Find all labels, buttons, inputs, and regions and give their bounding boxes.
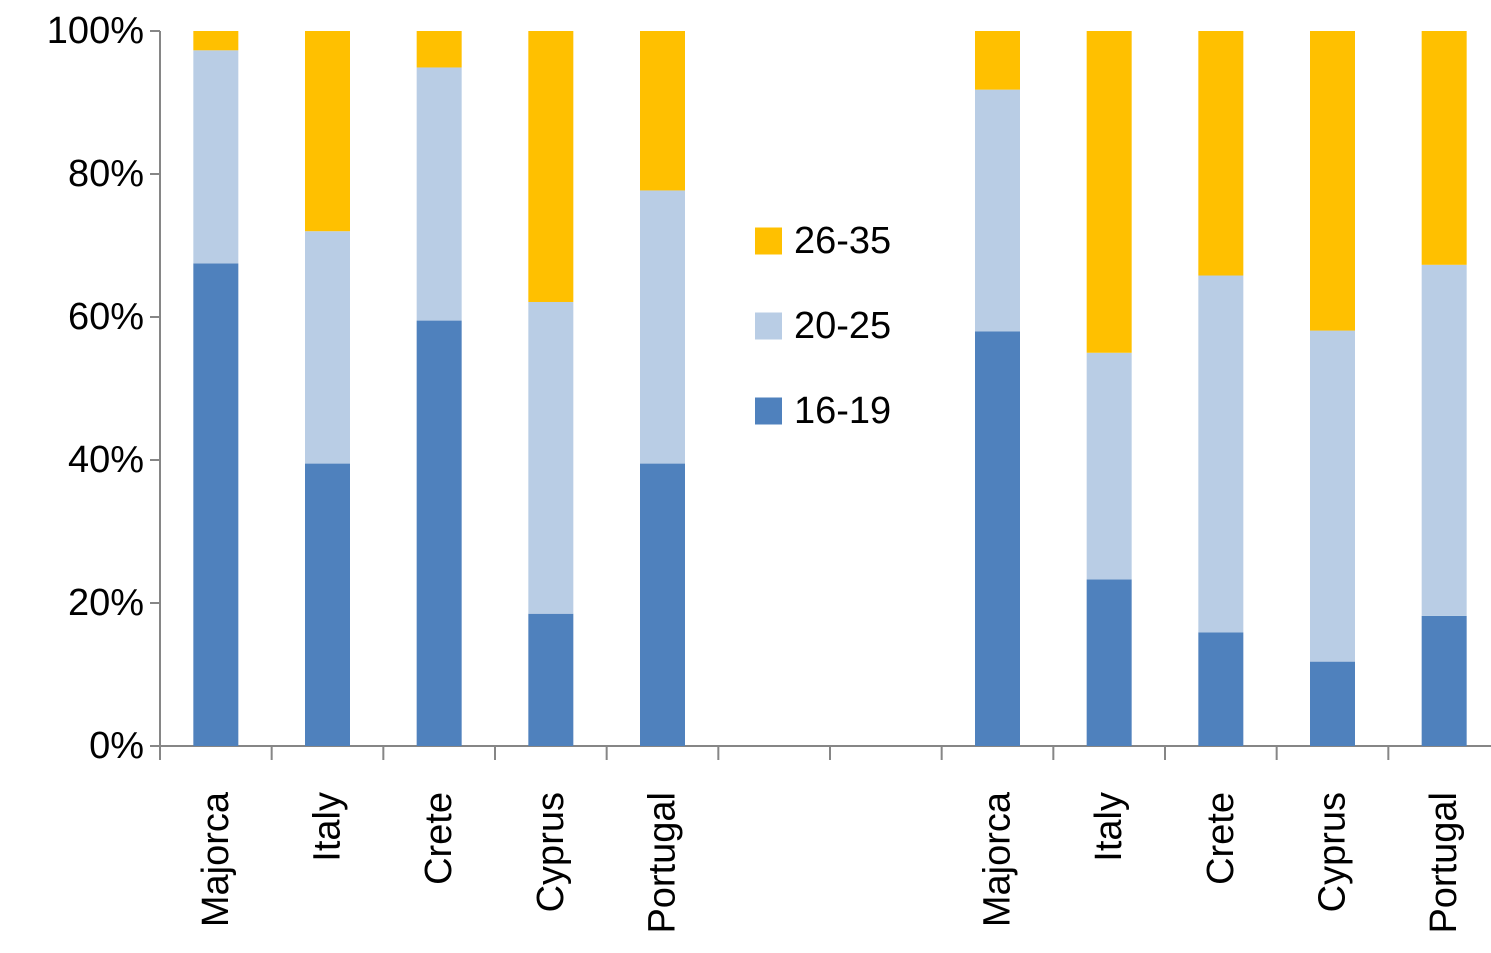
bar-segment-16-19 bbox=[1310, 661, 1355, 746]
y-tick-label: 40% bbox=[68, 439, 144, 481]
category-label: Portugal bbox=[642, 792, 684, 934]
bar-segment-20-25 bbox=[305, 231, 350, 464]
bar-segment-16-19 bbox=[1421, 615, 1467, 746]
bar-segment-26-35 bbox=[640, 31, 685, 191]
bar-segment-16-19 bbox=[305, 463, 350, 746]
bar-segment-26-35 bbox=[975, 31, 1020, 90]
bar-segment-16-19 bbox=[1198, 632, 1244, 746]
bar-segment-16-19 bbox=[1086, 579, 1132, 746]
legend-swatch bbox=[755, 397, 782, 425]
bar-segment-26-35 bbox=[1310, 31, 1355, 331]
y-tick-label: 100% bbox=[47, 10, 144, 52]
bars bbox=[193, 31, 1467, 746]
category-label: Crete bbox=[1200, 792, 1242, 885]
bar-segment-26-35 bbox=[1421, 31, 1467, 265]
bar-segment-16-19 bbox=[975, 331, 1020, 746]
category-label: Italy bbox=[307, 792, 349, 862]
category-label: Cyprus bbox=[1312, 792, 1354, 912]
legend-swatch bbox=[755, 227, 782, 255]
bar-segment-20-25 bbox=[1086, 352, 1132, 580]
y-tick-label: 60% bbox=[68, 296, 144, 338]
category-label: Majorca bbox=[195, 791, 237, 927]
bar-segment-26-35 bbox=[416, 31, 462, 68]
bar-segment-16-19 bbox=[528, 613, 574, 746]
bar-segment-16-19 bbox=[416, 320, 462, 746]
bar-segment-16-19 bbox=[640, 463, 685, 746]
y-axis: 0% 20% 40% 60% 80% 100% bbox=[47, 10, 161, 767]
bar-segment-20-25 bbox=[1198, 275, 1244, 633]
bar-segment-26-35 bbox=[528, 31, 574, 302]
bar-segment-20-25 bbox=[1421, 264, 1467, 616]
bar-segment-26-35 bbox=[305, 31, 350, 232]
legend-label: 20-25 bbox=[794, 305, 891, 347]
category-label: Crete bbox=[418, 792, 460, 885]
bar-segment-20-25 bbox=[528, 301, 574, 614]
y-tick-label: 20% bbox=[68, 582, 144, 624]
legend-swatch bbox=[755, 312, 782, 340]
category-label: Portugal bbox=[1423, 792, 1465, 934]
bar-segment-20-25 bbox=[416, 67, 462, 321]
bar-segment-26-35 bbox=[1086, 31, 1132, 353]
bar-segment-20-25 bbox=[975, 89, 1020, 332]
category-label: Italy bbox=[1088, 792, 1130, 862]
bar-segment-26-35 bbox=[1198, 31, 1244, 276]
x-axis bbox=[159, 745, 1491, 760]
bar-segment-26-35 bbox=[193, 31, 239, 51]
y-tick-label: 80% bbox=[68, 153, 144, 195]
category-labels: Majorca Italy Crete Cyprus Portugal Majorca It… bbox=[195, 791, 1465, 933]
legend: 26-35 20-25 16-19 bbox=[755, 220, 891, 432]
bar-segment-16-19 bbox=[193, 263, 239, 746]
legend-label: 16-19 bbox=[794, 390, 891, 432]
bar-segment-20-25 bbox=[1310, 330, 1355, 662]
category-label: Majorca bbox=[977, 791, 1019, 927]
y-tick-label: 0% bbox=[89, 725, 144, 767]
bar-segment-20-25 bbox=[193, 50, 239, 264]
category-label: Cyprus bbox=[530, 792, 572, 912]
legend-label: 26-35 bbox=[794, 220, 891, 262]
bar-segment-20-25 bbox=[640, 190, 685, 464]
